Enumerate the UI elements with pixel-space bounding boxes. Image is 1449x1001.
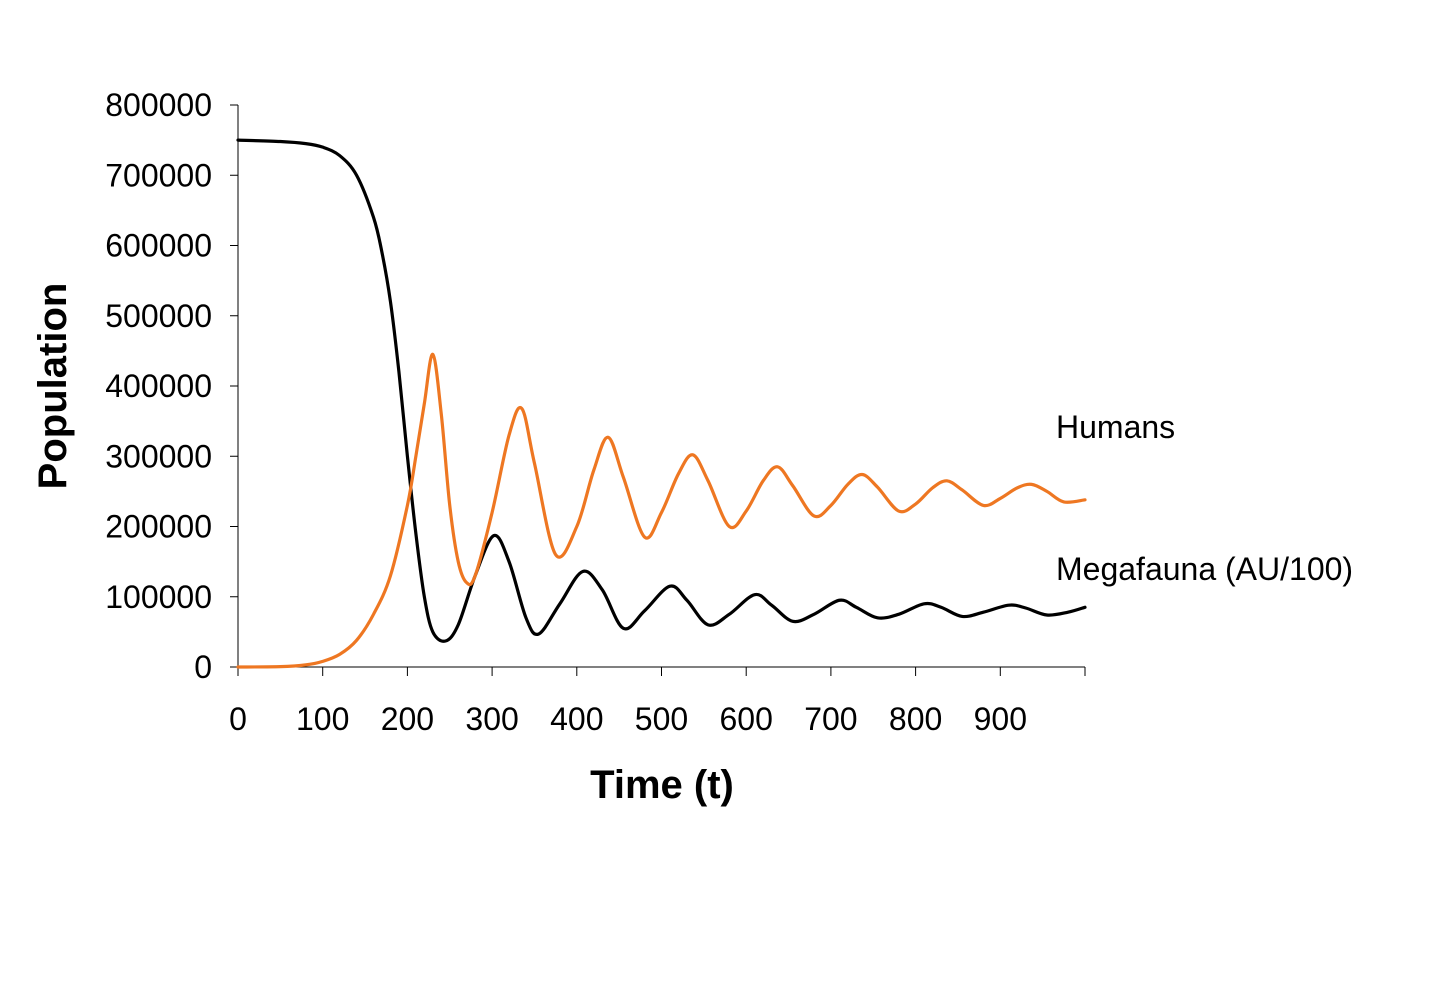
y-tick-label: 300000 [105, 438, 212, 474]
x-tick-label: 700 [804, 701, 857, 737]
y-tick-label: 100000 [105, 579, 212, 615]
y-tick-label: 400000 [105, 368, 212, 404]
y-tick-label: 200000 [105, 509, 212, 545]
y-tick-label: 600000 [105, 228, 212, 264]
y-tick-label: 0 [194, 649, 212, 685]
x-axis: 0 100 200 300 400 500 600 700 800 900 [229, 666, 1086, 737]
x-tick-label: 300 [465, 701, 518, 737]
series-line-humans [236, 352, 1087, 669]
y-axis: 0 100000 200000 300000 400000 500000 600000 700… [105, 87, 239, 685]
series-label-megafauna: Megafauna (AU/100) [1056, 551, 1353, 587]
x-tick-label: 800 [889, 701, 942, 737]
x-axis-title: Time (t) [590, 763, 734, 807]
series-labels: Humans Megafauna (AU/100) [1056, 409, 1353, 587]
x-tick-label: 0 [229, 701, 247, 737]
x-tick-label: 200 [381, 701, 434, 737]
series-line-megafauna [236, 138, 1087, 643]
y-tick-label: 700000 [105, 157, 212, 193]
series-label-humans: Humans [1056, 409, 1175, 445]
y-tick-label: 800000 [105, 87, 212, 123]
x-tick-label: 500 [635, 701, 688, 737]
x-tick-label: 400 [550, 701, 603, 737]
x-tick-label: 100 [296, 701, 349, 737]
y-tick-label: 500000 [105, 298, 212, 334]
x-tick-label: 900 [974, 701, 1027, 737]
x-tick-label: 600 [720, 701, 773, 737]
y-axis-title: Population [31, 283, 75, 490]
series-lines [236, 138, 1087, 669]
